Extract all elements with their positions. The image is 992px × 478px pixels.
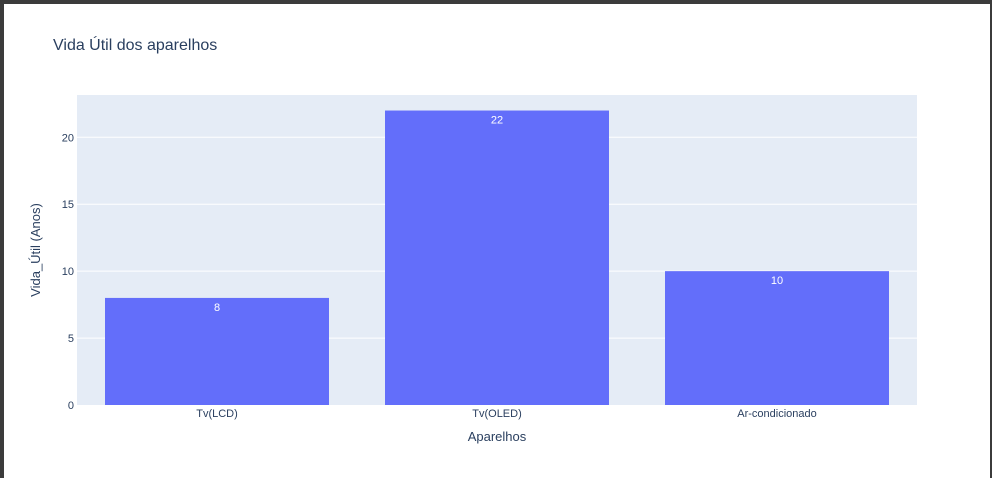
bar — [665, 271, 889, 405]
bar — [105, 297, 329, 405]
y-tick-label: 15 — [62, 199, 74, 211]
y-tick-label: 20 — [62, 132, 74, 144]
bar-value-label: 8 — [214, 302, 220, 314]
chart-title: Vida Útil dos aparelhos — [53, 35, 217, 54]
x-axis-ticks: Tv(LCD) Tv(OLED) Ar-condicionado — [196, 408, 817, 420]
y-axis-ticks: 0 5 10 15 20 — [62, 132, 74, 412]
bar-value-label: 22 — [491, 115, 503, 127]
y-tick-label: 0 — [68, 400, 74, 412]
y-tick-label: 10 — [62, 266, 74, 278]
x-tick-label: Ar-condicionado — [737, 408, 817, 420]
bar-labels: 8 22 10 — [214, 115, 783, 314]
y-axis-title: Vida_Útil (Anos) — [28, 203, 43, 297]
bar-value-label: 10 — [771, 275, 783, 287]
y-tick-label: 5 — [68, 333, 74, 345]
x-axis-title: Aparelhos — [468, 429, 527, 444]
bars — [105, 110, 889, 406]
x-tick-label: Tv(LCD) — [196, 408, 238, 420]
bar — [385, 110, 609, 406]
x-tick-label: Tv(OLED) — [472, 408, 522, 420]
